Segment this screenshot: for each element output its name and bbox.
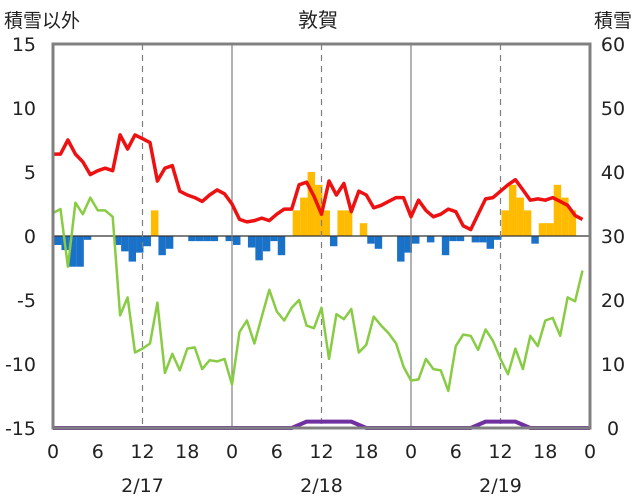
snow-bar [426, 236, 435, 243]
snow-bar [449, 236, 457, 242]
snowfall-bars [54, 172, 577, 267]
left-tick-label: 0 [24, 226, 36, 248]
snow-bar [412, 236, 420, 244]
snow-bar [471, 236, 480, 243]
snow-bar [397, 236, 405, 262]
snow-bar [113, 236, 122, 245]
right-tick-label: 60 [601, 34, 625, 56]
dewpoint-line [52, 196, 584, 393]
snow-bar [225, 236, 233, 242]
snow-bar [568, 210, 577, 236]
snow-bar [516, 197, 524, 236]
snow-bar [292, 210, 301, 236]
x-tick-label: 12 [130, 441, 154, 463]
snow-bar [54, 236, 62, 245]
snow-bar [494, 236, 502, 240]
x-tick-label: 12 [309, 441, 333, 463]
x-tick-label: 6 [450, 441, 462, 463]
snow-bar [374, 236, 383, 249]
snow-bar [203, 236, 211, 242]
snow-bar [136, 236, 144, 253]
snow-bar [210, 236, 219, 242]
left-tick-label: -15 [5, 418, 36, 440]
snow-bar [486, 236, 495, 249]
plot-frame [51, 42, 592, 430]
right-tick-label: 30 [601, 226, 625, 248]
right-tick-label: 50 [601, 98, 625, 120]
snow-bar [337, 210, 345, 236]
left-tick-label: -5 [17, 290, 36, 312]
snow-bar [329, 236, 338, 247]
snow-bar [501, 210, 509, 236]
left-axis-label: 積雪以外 [4, 10, 80, 32]
x-tick-label: 18 [175, 441, 199, 463]
right-tick-label: 40 [601, 162, 625, 184]
x-tick-label: 0 [47, 441, 59, 463]
snow-bar [553, 184, 562, 236]
date-label: 2/19 [479, 475, 522, 497]
x-tick-label: 6 [271, 441, 283, 463]
snow-bar [479, 236, 487, 243]
snow-bar [344, 210, 353, 236]
snow-bar [165, 236, 174, 249]
x-tick-label: 0 [405, 441, 417, 463]
snow-bar [367, 236, 375, 244]
snow-bar [508, 184, 517, 236]
snow-bar [404, 236, 412, 253]
snow-bar [143, 236, 151, 247]
snow-bar [83, 236, 92, 240]
snow-bar [523, 210, 532, 236]
left-tick-label: 15 [12, 34, 36, 56]
left-tick-label: -10 [5, 354, 36, 376]
snow-bar [158, 236, 166, 256]
snow-bar [233, 236, 241, 245]
right-tick-label: 10 [601, 354, 625, 376]
snow-bar [300, 197, 308, 236]
snow-bar [456, 236, 465, 242]
snow-bar [255, 236, 263, 261]
snow-bar [188, 236, 196, 242]
snow-bar [121, 236, 129, 252]
snow-bar [538, 223, 547, 236]
right-tick-label: 20 [601, 290, 625, 312]
snow-bar [561, 197, 569, 236]
x-tick-label: 6 [92, 441, 104, 463]
snow-bar [150, 210, 159, 236]
snow-bar [262, 236, 271, 252]
chart-title: 敦賀 [298, 8, 338, 32]
snow-bar [128, 236, 137, 262]
snow-bar [76, 236, 84, 267]
x-tick-label: 0 [226, 441, 238, 463]
date-label: 2/17 [121, 475, 164, 497]
snow-bar [441, 236, 450, 256]
temperature-line [53, 133, 584, 232]
grid-lines [53, 44, 590, 428]
snow-bar [546, 223, 554, 236]
x-tick-label: 18 [354, 441, 378, 463]
snow-bar [277, 236, 286, 256]
snow-bar [68, 236, 77, 267]
x-tick-label: 12 [488, 441, 512, 463]
x-tick-label: 18 [533, 441, 557, 463]
date-label: 2/18 [300, 475, 343, 497]
left-tick-label: 10 [12, 98, 36, 120]
snow-bar [195, 236, 204, 242]
left-tick-label: 5 [24, 162, 36, 184]
snow-bar [247, 236, 256, 248]
right-axis-label: 積雪 [594, 10, 632, 32]
x-tick-label: 0 [584, 441, 596, 463]
snow-bar [307, 172, 316, 236]
snow-bar [270, 236, 278, 242]
snow-bar [359, 223, 368, 236]
right-tick-label: 0 [607, 418, 619, 440]
snow-bar [531, 236, 539, 244]
snow-bar [322, 210, 330, 236]
